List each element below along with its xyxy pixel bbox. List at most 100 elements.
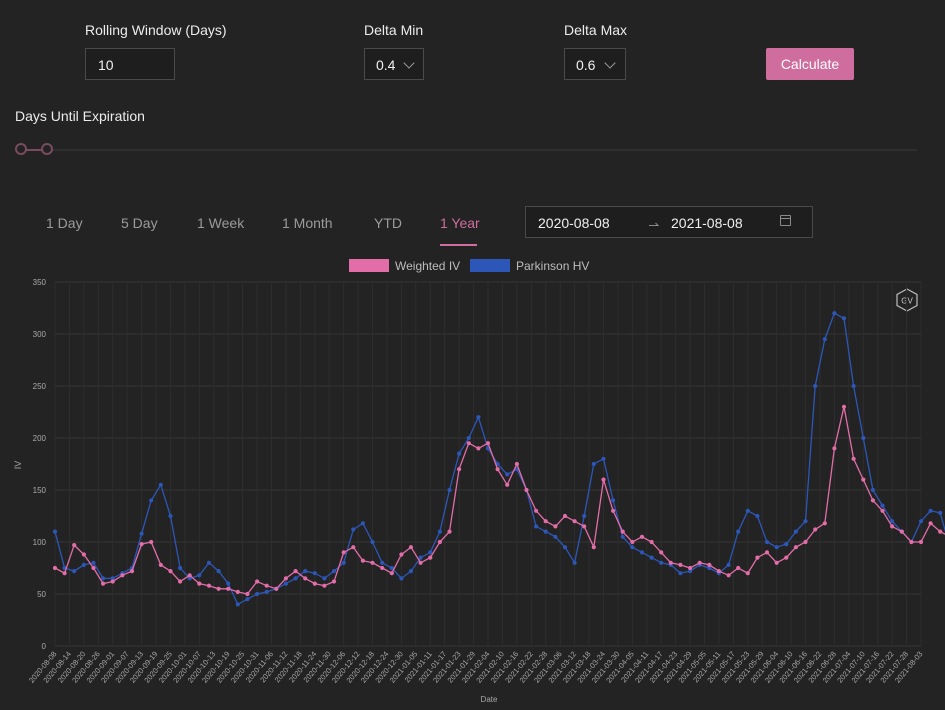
data-point-weighted-iv[interactable] [495, 467, 500, 472]
data-point-parkinson-hv[interactable] [370, 539, 375, 545]
data-point-weighted-iv[interactable] [255, 579, 260, 584]
data-point-parkinson-hv[interactable] [745, 508, 750, 513]
date-range-end[interactable]: 2021-08-08 [671, 215, 743, 231]
date-range-picker[interactable]: 2020-08-08 2021-08-08 [525, 206, 813, 238]
data-point-parkinson-hv[interactable] [399, 576, 404, 581]
data-point-parkinson-hv[interactable] [697, 562, 702, 568]
data-point-parkinson-hv[interactable] [803, 519, 808, 524]
data-point-parkinson-hv[interactable] [639, 550, 645, 555]
data-point-weighted-iv[interactable] [370, 560, 375, 565]
data-point-weighted-iv[interactable] [158, 562, 163, 568]
data-point-parkinson-hv[interactable] [264, 589, 269, 595]
data-point-weighted-iv[interactable] [543, 519, 548, 524]
data-point-weighted-iv[interactable] [611, 508, 616, 513]
data-point-weighted-iv[interactable] [668, 560, 673, 565]
data-point-weighted-iv[interactable] [283, 576, 288, 581]
data-point-parkinson-hv[interactable] [293, 576, 298, 581]
data-point-weighted-iv[interactable] [909, 539, 914, 545]
data-point-parkinson-hv[interactable] [918, 519, 924, 524]
data-point-weighted-iv[interactable] [235, 589, 240, 595]
data-point-parkinson-hv[interactable] [158, 482, 163, 487]
data-point-weighted-iv[interactable] [476, 446, 481, 451]
data-point-parkinson-hv[interactable] [736, 529, 741, 534]
data-point-parkinson-hv[interactable] [611, 498, 616, 503]
data-point-weighted-iv[interactable] [178, 579, 183, 584]
data-point-weighted-iv[interactable] [62, 571, 67, 576]
data-point-parkinson-hv[interactable] [62, 565, 67, 571]
data-point-parkinson-hv[interactable] [149, 498, 154, 503]
data-point-parkinson-hv[interactable] [380, 560, 385, 565]
data-point-parkinson-hv[interactable] [341, 560, 346, 565]
data-point-parkinson-hv[interactable] [447, 487, 452, 493]
data-point-parkinson-hv[interactable] [283, 581, 288, 586]
data-point-weighted-iv[interactable] [428, 555, 433, 560]
data-point-parkinson-hv[interactable] [899, 529, 904, 534]
data-point-weighted-iv[interactable] [755, 555, 760, 560]
legend-swatch-weighted-iv[interactable] [349, 259, 389, 272]
data-point-parkinson-hv[interactable] [688, 569, 693, 574]
data-point-parkinson-hv[interactable] [668, 562, 673, 568]
data-point-parkinson-hv[interactable] [841, 316, 847, 321]
data-point-weighted-iv[interactable] [408, 545, 414, 550]
data-point-parkinson-hv[interactable] [572, 560, 577, 565]
data-point-parkinson-hv[interactable] [601, 456, 606, 461]
data-point-weighted-iv[interactable] [851, 456, 856, 461]
data-point-weighted-iv[interactable] [707, 562, 712, 568]
data-point-weighted-iv[interactable] [360, 558, 365, 563]
data-point-parkinson-hv[interactable] [466, 435, 471, 441]
data-point-parkinson-hv[interactable] [534, 524, 539, 529]
data-point-parkinson-hv[interactable] [543, 529, 548, 534]
data-point-parkinson-hv[interactable] [457, 451, 462, 456]
data-point-weighted-iv[interactable] [351, 545, 356, 550]
data-point-weighted-iv[interactable] [716, 569, 722, 574]
rolling-window-input[interactable]: 10 [85, 48, 175, 80]
data-point-weighted-iv[interactable] [572, 519, 577, 524]
data-point-parkinson-hv[interactable] [793, 529, 799, 534]
data-point-parkinson-hv[interactable] [110, 576, 115, 581]
data-point-parkinson-hv[interactable] [101, 576, 106, 581]
data-point-weighted-iv[interactable] [745, 571, 750, 576]
data-point-weighted-iv[interactable] [399, 552, 404, 557]
data-point-parkinson-hv[interactable] [418, 555, 423, 560]
data-point-parkinson-hv[interactable] [235, 602, 240, 607]
data-point-weighted-iv[interactable] [514, 461, 520, 467]
data-point-parkinson-hv[interactable] [274, 586, 279, 591]
data-point-weighted-iv[interactable] [139, 542, 144, 547]
tab-5-day[interactable]: 5 Day [121, 215, 158, 231]
data-point-weighted-iv[interactable] [841, 404, 847, 409]
data-point-parkinson-hv[interactable] [139, 531, 144, 536]
data-point-weighted-iv[interactable] [380, 565, 385, 571]
data-point-weighted-iv[interactable] [524, 487, 529, 493]
data-point-weighted-iv[interactable] [72, 543, 77, 548]
data-point-weighted-iv[interactable] [206, 583, 212, 588]
data-point-weighted-iv[interactable] [899, 529, 904, 534]
data-point-parkinson-hv[interactable] [495, 461, 500, 467]
data-point-parkinson-hv[interactable] [91, 560, 96, 565]
tab-ytd[interactable]: YTD [374, 215, 402, 231]
data-point-parkinson-hv[interactable] [938, 510, 943, 515]
data-point-parkinson-hv[interactable] [582, 513, 587, 519]
data-point-weighted-iv[interactable] [697, 560, 702, 565]
data-point-weighted-iv[interactable] [793, 545, 799, 550]
data-point-weighted-iv[interactable] [918, 539, 924, 545]
data-point-weighted-iv[interactable] [120, 573, 125, 578]
data-point-weighted-iv[interactable] [938, 529, 943, 534]
data-point-parkinson-hv[interactable] [822, 337, 827, 342]
data-point-parkinson-hv[interactable] [726, 562, 731, 568]
data-point-parkinson-hv[interactable] [591, 461, 596, 467]
data-point-parkinson-hv[interactable] [832, 311, 837, 316]
data-point-weighted-iv[interactable] [149, 539, 154, 545]
data-point-weighted-iv[interactable] [890, 524, 895, 529]
data-point-parkinson-hv[interactable] [322, 576, 327, 581]
data-point-weighted-iv[interactable] [659, 550, 664, 555]
legend-label-weighted-iv[interactable]: Weighted IV [395, 259, 461, 273]
data-point-weighted-iv[interactable] [485, 441, 491, 446]
data-point-weighted-iv[interactable] [457, 467, 462, 472]
data-point-weighted-iv[interactable] [649, 539, 654, 545]
data-point-weighted-iv[interactable] [274, 586, 279, 591]
data-point-parkinson-hv[interactable] [890, 519, 895, 524]
data-point-parkinson-hv[interactable] [813, 383, 818, 389]
data-point-weighted-iv[interactable] [81, 552, 86, 557]
data-point-weighted-iv[interactable] [466, 441, 471, 446]
data-point-weighted-iv[interactable] [870, 498, 876, 503]
